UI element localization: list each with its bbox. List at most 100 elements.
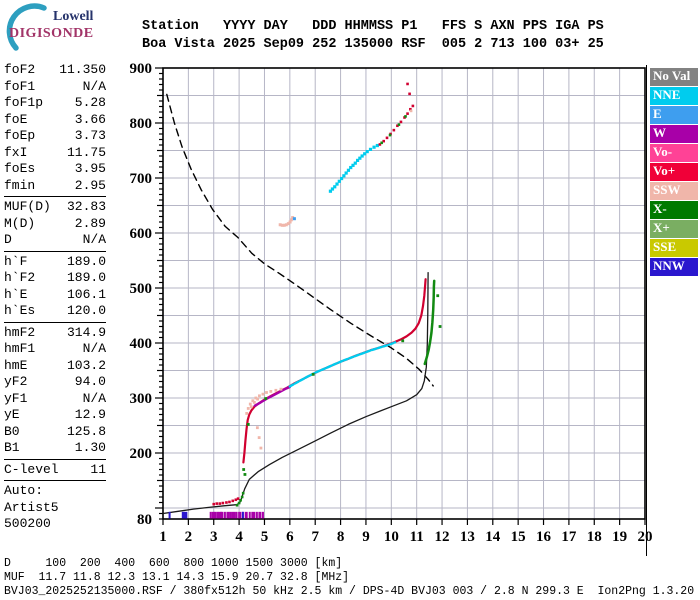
x-tick-label: 8: [337, 529, 345, 545]
e-trace-green: [239, 499, 242, 502]
parameter-label: yE: [4, 407, 20, 422]
second-hop-nne-trace: [330, 187, 335, 191]
legend-item: E: [650, 106, 698, 124]
parameter-label: h`F: [4, 253, 28, 269]
second-hop-nne-trace: [339, 176, 344, 181]
parameter-row: hmF2 314.9: [4, 325, 106, 342]
parameter-row: yF1 N/A: [4, 391, 106, 408]
parameter-label: B0: [4, 423, 20, 439]
legend-item: X-: [650, 201, 698, 219]
parameter-row: B1 1.30: [4, 440, 106, 457]
logo-digisonde-text: DIGISONDE: [9, 26, 94, 41]
parameter-label: foE: [4, 111, 28, 127]
ssw-scatter-near-cusp: [248, 402, 252, 406]
baseline-marks-w: [223, 511, 226, 519]
parameter-label: hmF2: [4, 324, 36, 340]
panel-divider: [4, 321, 106, 323]
lowell-digisonde-logo: Lowell DIGISONDE: [0, 0, 120, 54]
parameter-value: 189.0: [66, 270, 106, 285]
baseline-marks-nnw: [241, 511, 244, 519]
muf-row: MUF 11.7 11.8 12.3 13.1 14.3 15.9 20.7 3…: [4, 571, 350, 584]
second-hop-nne-trace: [333, 185, 337, 189]
second-hop-nne-trace: [368, 147, 373, 151]
ssw-scatter-near-cusp: [255, 426, 259, 430]
ssw-scatter-near-cusp: [245, 412, 249, 415]
header-columns-line: Station YYYY DAY DDD HHMMSS P1 FFS S AXN…: [142, 19, 604, 34]
baseline-marks-w: [231, 511, 236, 519]
y-tick-label: 400: [130, 336, 153, 352]
baseline-marks-w: [251, 511, 256, 519]
x-tick-label: 15: [511, 529, 526, 545]
logo-arc-icon: [6, 3, 47, 51]
x-tick-label: 1: [159, 529, 167, 545]
parameter-value: 11: [90, 461, 106, 477]
parameter-label: h`Es: [4, 303, 36, 318]
x-tick-label: 10: [384, 529, 399, 545]
panel-divider: [4, 458, 106, 460]
x-tick-label: 9: [362, 529, 370, 545]
x-tick-label: 19: [612, 529, 627, 545]
spread-echo-ssw-600km: [286, 222, 290, 226]
y-tick-label: 300: [130, 391, 153, 407]
parameter-row: yF2 94.0: [4, 374, 106, 391]
baseline-marks-w: [220, 511, 224, 519]
baseline-marks-w: [238, 511, 242, 519]
parameter-label: fxI: [4, 144, 28, 160]
second-hop-red-dots: [382, 139, 386, 143]
second-hop-nne-trace: [360, 154, 364, 158]
baseline-marks-nnw: [168, 511, 171, 519]
x-tick-label: 14: [485, 529, 501, 545]
e-trace-red: [218, 502, 222, 505]
baseline-marks-w: [216, 511, 219, 519]
parameter-label: C-level: [4, 461, 59, 477]
parameter-value: 1.30: [74, 440, 106, 455]
parameter-label: yF1: [4, 390, 28, 406]
parameter-value: 3.95: [74, 161, 106, 176]
parameter-value: N/A: [82, 341, 106, 356]
parameter-label: 500200: [4, 516, 51, 531]
file-info-row: BVJ03_2025252135000.RSF / 380fx512h 50 k…: [4, 585, 695, 598]
e-trace-red: [231, 499, 235, 503]
legend-item: NNE: [650, 87, 698, 105]
true-height-profile: [162, 271, 429, 515]
second-hop-nne-trace: [355, 158, 360, 162]
parameter-value: 2.89: [74, 215, 106, 231]
parameter-row: Artist5: [4, 500, 106, 517]
parameter-row: hmF1 N/A: [4, 341, 106, 358]
parameter-label: yF2: [4, 374, 28, 389]
second-hop-nne-trace: [351, 163, 355, 167]
logo-lowell-text: Lowell: [53, 9, 94, 24]
e-trace-green: [235, 503, 239, 507]
x-mode-sparse-dots: [311, 372, 315, 376]
panel-divider: [4, 196, 106, 197]
f-trace-w-doppler-segment: [253, 385, 291, 407]
ssw-scatter-near-cusp: [265, 391, 268, 394]
second-hop-nne-trace: [346, 168, 351, 172]
x-mode-sparse-dots: [243, 473, 247, 476]
y-tick-label: 700: [130, 171, 153, 187]
parameter-row: foEs 3.95: [4, 161, 106, 178]
second-hop-nne-trace: [328, 189, 333, 193]
parameter-row: h`Es 120.0: [4, 303, 106, 320]
e-trace-red: [215, 502, 219, 505]
x-mode-sparse-dots: [246, 423, 250, 426]
legend-item: SSW: [650, 182, 698, 200]
baseline-marks-w: [229, 511, 232, 519]
parameter-value: N/A: [82, 390, 106, 406]
x-tick-label: 4: [235, 529, 243, 545]
parameter-value: 94.0: [74, 374, 106, 389]
second-hop-red-dots: [385, 136, 389, 140]
second-hop-green-dots: [388, 133, 392, 137]
e-trace-red: [236, 497, 240, 500]
y-tick-label: 600: [130, 226, 153, 242]
x-tick-label: 11: [410, 529, 424, 545]
baseline-marks-nnw: [184, 511, 188, 519]
parameter-label: fmin: [4, 177, 36, 193]
second-hop-nne-trace: [344, 171, 348, 175]
x-tick-label: 6: [286, 529, 294, 545]
legend-item: Vo-: [650, 144, 698, 162]
x-tick-label: 20: [638, 529, 653, 545]
parameter-value: 189.0: [66, 253, 106, 269]
x-mode-sparse-dots: [438, 325, 442, 328]
legend-item: W: [650, 125, 698, 143]
